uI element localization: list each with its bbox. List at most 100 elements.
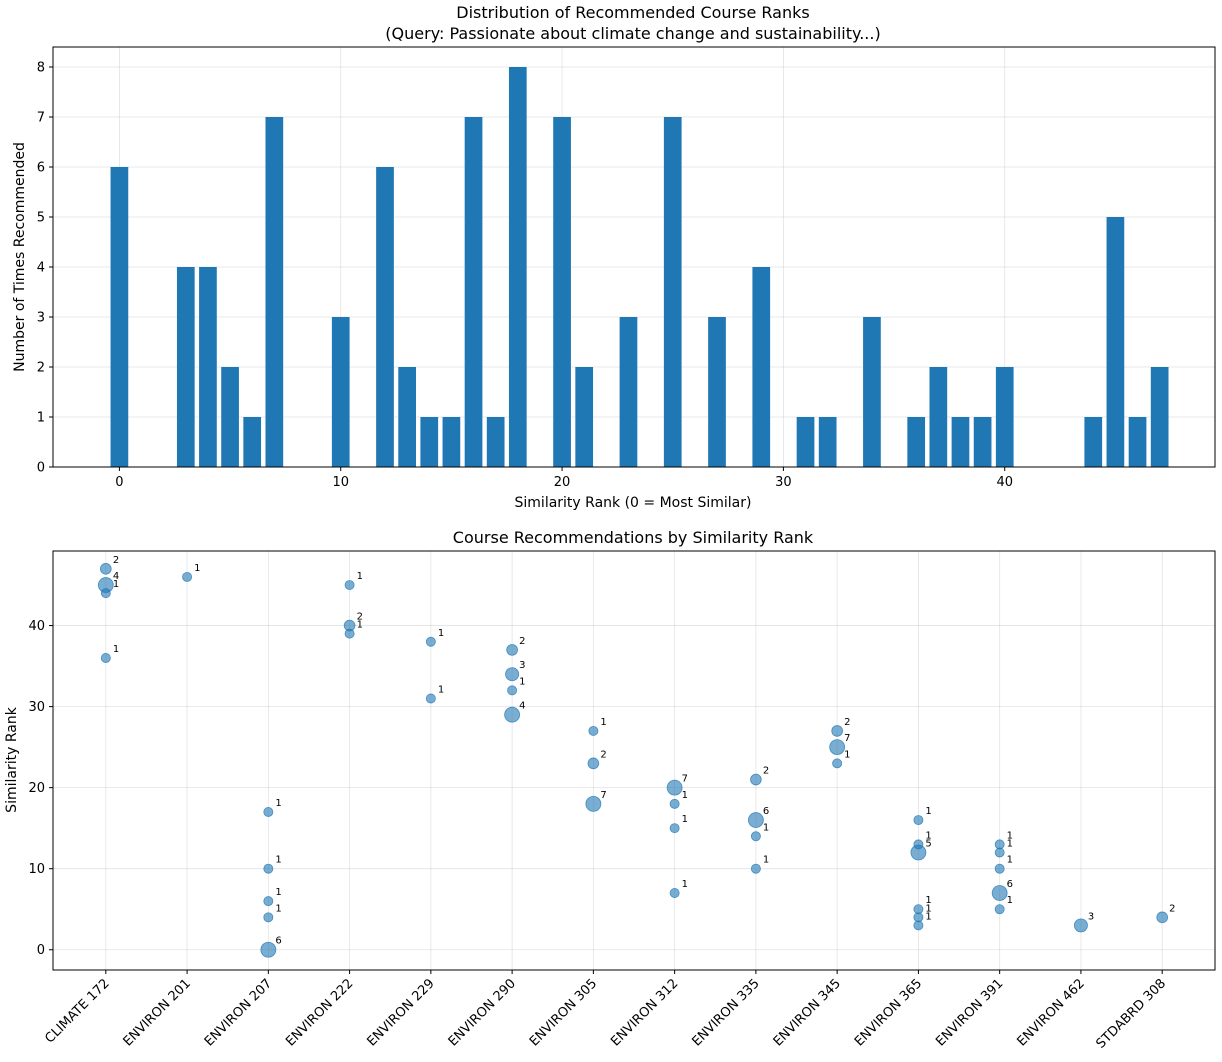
chart2-y-tick-label: 30: [28, 700, 45, 715]
chart2-point: [507, 685, 518, 696]
chart1-bar-rank-31: [796, 417, 815, 467]
chart1-y-tick-label: 7: [37, 111, 45, 126]
chart1-bar-rank-29: [752, 267, 771, 467]
chart2-point: [425, 693, 436, 704]
chart1-y-tick-label: 5: [37, 211, 45, 226]
chart2-point: [1073, 918, 1088, 933]
chart2-point-count-label: 4: [519, 701, 525, 712]
chart1-title: Distribution of Recommended Course Ranks: [456, 3, 809, 22]
chart2-point-count-label: 1: [925, 806, 931, 817]
chart2-plot-area: [52, 550, 1216, 971]
chart2-point-count-label: 2: [1169, 903, 1175, 914]
chart2-point: [585, 795, 602, 812]
chart2-point: [750, 863, 761, 874]
chart2-point: [913, 815, 924, 826]
chart2-point-count-label: 1: [357, 620, 363, 631]
chart2-point: [831, 725, 843, 737]
chart2-point: [100, 588, 111, 599]
chart2-point: [994, 847, 1005, 858]
chart2-point: [1156, 911, 1168, 924]
chart2-point: [344, 628, 355, 639]
chart1-bar-rank-45: [1106, 217, 1125, 467]
chart2-point: [994, 863, 1005, 874]
chart2-point-count-label: 1: [682, 879, 688, 890]
chart2-x-tick-label: ENVIRON 290: [446, 976, 519, 1049]
chart1-x-axis-label: Similarity Rank (0 = Most Similar): [515, 495, 752, 511]
chart2-point-count-label: 1: [113, 644, 119, 655]
chart2-point: [910, 844, 927, 861]
chart1-bar-rank-23: [619, 317, 638, 467]
chart2-point: [994, 904, 1005, 915]
chart1-bar-rank-25: [663, 117, 682, 467]
chart2-grid: [53, 551, 1215, 970]
chart1-bar-rank-47: [1150, 367, 1169, 467]
chart2-point-count-label: 5: [925, 838, 931, 849]
chart1-bar-rank-3: [176, 267, 195, 467]
chart1-bar-rank-46: [1128, 417, 1147, 467]
chart1-x-tick-label: 30: [775, 475, 792, 490]
chart2-point: [669, 823, 680, 834]
chart2-point-count-label: 7: [682, 774, 688, 785]
chart2-point-count-label: 1: [682, 814, 688, 825]
chart2-point-count-label: 2: [113, 555, 119, 566]
chart2-point-labels: 2411111116121112314127711126112711151111…: [113, 555, 1176, 947]
chart2-point-count-label: 1: [1007, 838, 1013, 849]
chart2-point-count-label: 1: [844, 749, 850, 760]
chart2-point-count-label: 1: [275, 798, 281, 809]
chart1-bar-rank-16: [464, 117, 483, 467]
chart2-point: [505, 667, 520, 682]
chart2-point-count-label: 1: [194, 563, 200, 574]
chart2-point-count-label: 7: [600, 790, 606, 801]
chart1-bar-rank-40: [995, 367, 1014, 467]
chart2-point-count-label: 1: [438, 685, 444, 696]
chart1-bar-rank-27: [708, 317, 726, 467]
chart2-point-count-label: 1: [357, 571, 363, 582]
chart1-bar-rank-7: [265, 117, 284, 467]
chart2-point: [263, 806, 274, 817]
chart1-y-tick-label: 3: [37, 311, 45, 326]
chart2-x-tick-label: ENVIRON 391: [933, 976, 1006, 1049]
chart1-bar-rank-0: [110, 167, 129, 467]
chart2-x-tick-label: CLIMATE 172: [42, 976, 112, 1046]
chart1-bar-rank-38: [951, 417, 970, 467]
chart2-points: [97, 563, 1168, 958]
chart2-point: [829, 739, 846, 756]
chart1-y-tick-label: 2: [37, 361, 45, 376]
chart2-point-count-label: 4: [113, 571, 119, 582]
chart2-point-count-label: 2: [763, 766, 769, 777]
chart2-ticks: CLIMATE 172 ENVIRON 201 ENVIRON 207 ENVIRON…: [28, 619, 1169, 1052]
chart1-x-tick-label: 40: [996, 475, 1013, 490]
chart2-x-tick-label: ENVIRON 345: [771, 976, 844, 1049]
chart2-point-count-label: 2: [600, 749, 606, 760]
chart2-point-count-label: 1: [925, 895, 931, 906]
chart2-point: [260, 941, 277, 958]
chart1-bar-rank-20: [553, 117, 571, 467]
chart2-y-tick-label: 20: [28, 781, 45, 796]
chart1-bar-rank-32: [818, 417, 837, 467]
chart2-point: [747, 812, 764, 828]
chart2-point: [504, 706, 521, 723]
chart2-title: Course Recommendations by Similarity Ran…: [453, 528, 814, 547]
chart2-point-count-label: 3: [1088, 911, 1094, 922]
chart1-subtitle: (Query: Passionate about climate change …: [385, 24, 880, 43]
chart2-x-tick-label: ENVIRON 312: [608, 976, 681, 1049]
chart2-point-count-label: 2: [844, 717, 850, 728]
chart2-point-count-label: 3: [519, 660, 525, 671]
chart2-point: [100, 563, 112, 575]
chart2-point: [182, 571, 193, 582]
chart2-y-tick-label: 0: [37, 943, 45, 958]
chart2-point-count-label: 1: [925, 830, 931, 841]
chart1-y-tick-label: 1: [37, 411, 45, 426]
chart2-point-count-label: 1: [275, 855, 281, 866]
chart1-bar-rank-18: [508, 67, 527, 467]
chart2-point-count-label: 2: [357, 612, 363, 623]
chart2-x-tick-label: ENVIRON 201: [121, 976, 194, 1049]
chart2-point-count-label: 1: [682, 790, 688, 801]
chart2-point: [587, 757, 600, 770]
chart1-bar-rank-13: [398, 367, 416, 467]
chart2-point: [913, 920, 924, 931]
chart2-x-tick-label: ENVIRON 305: [527, 976, 600, 1049]
chart2-point-count-label: 1: [925, 903, 931, 914]
chart2-x-tick-label: ENVIRON 335: [689, 976, 762, 1049]
